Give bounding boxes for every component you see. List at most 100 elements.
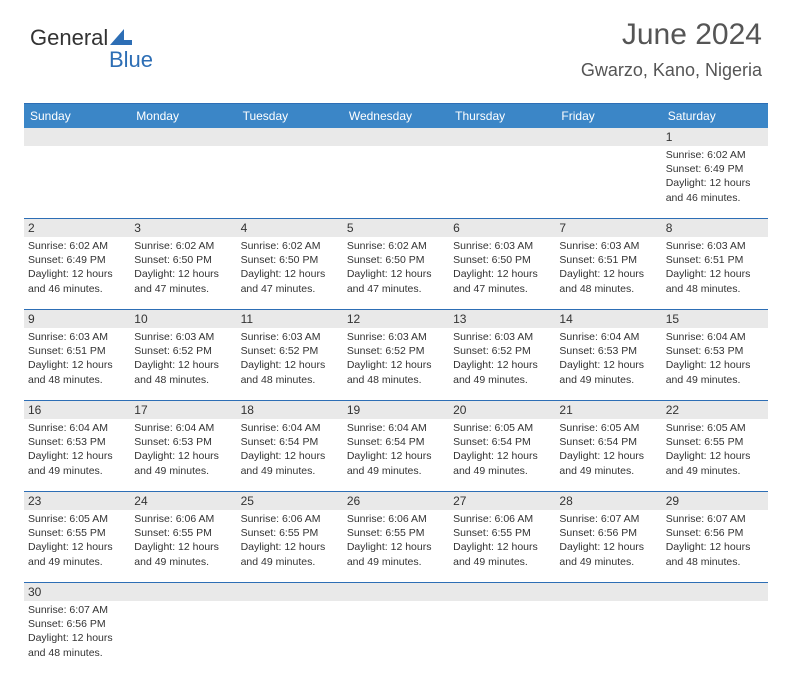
sunset-text: Sunset: 6:55 PM: [241, 526, 339, 540]
day-number: [237, 128, 343, 146]
weekday-header: Saturday: [662, 104, 768, 128]
day-number: 2: [24, 219, 130, 237]
daylight-text: and 46 minutes.: [28, 282, 126, 296]
sunrise-text: Sunrise: 6:03 AM: [666, 239, 764, 253]
day-number: 27: [449, 492, 555, 510]
day-cell: Sunrise: 6:02 AMSunset: 6:50 PMDaylight:…: [237, 237, 343, 309]
sunset-text: Sunset: 6:53 PM: [666, 344, 764, 358]
daylight-text: Daylight: 12 hours: [28, 631, 126, 645]
sunset-text: Sunset: 6:54 PM: [347, 435, 445, 449]
sunrise-text: Sunrise: 6:06 AM: [134, 512, 232, 526]
daylight-text: Daylight: 12 hours: [453, 267, 551, 281]
day-number: [662, 583, 768, 601]
sunrise-text: Sunrise: 6:05 AM: [666, 421, 764, 435]
day-cell: Sunrise: 6:03 AMSunset: 6:51 PMDaylight:…: [662, 237, 768, 309]
day-cell: [343, 146, 449, 218]
day-cell: Sunrise: 6:03 AMSunset: 6:52 PMDaylight:…: [237, 328, 343, 400]
day-number: 16: [24, 401, 130, 419]
logo: General Blue: [30, 25, 132, 62]
daylight-text: Daylight: 12 hours: [28, 358, 126, 372]
sunrise-text: Sunrise: 6:06 AM: [453, 512, 551, 526]
sunrise-text: Sunrise: 6:04 AM: [347, 421, 445, 435]
sunset-text: Sunset: 6:52 PM: [347, 344, 445, 358]
day-number: [449, 583, 555, 601]
day-cell: Sunrise: 6:06 AMSunset: 6:55 PMDaylight:…: [130, 510, 236, 582]
sunrise-text: Sunrise: 6:05 AM: [559, 421, 657, 435]
daylight-text: and 47 minutes.: [347, 282, 445, 296]
daylight-text: and 49 minutes.: [241, 555, 339, 569]
day-number: 24: [130, 492, 236, 510]
daylight-text: Daylight: 12 hours: [453, 358, 551, 372]
day-number: 4: [237, 219, 343, 237]
day-cell: [24, 146, 130, 218]
day-number: [555, 583, 661, 601]
daylight-text: and 48 minutes.: [347, 373, 445, 387]
day-cell: [449, 146, 555, 218]
daylight-text: Daylight: 12 hours: [666, 540, 764, 554]
daylight-text: and 49 minutes.: [453, 555, 551, 569]
sunrise-text: Sunrise: 6:02 AM: [134, 239, 232, 253]
day-number-row: 23242526272829: [24, 492, 768, 510]
sunrise-text: Sunrise: 6:04 AM: [666, 330, 764, 344]
sunrise-text: Sunrise: 6:06 AM: [241, 512, 339, 526]
sunset-text: Sunset: 6:52 PM: [134, 344, 232, 358]
day-number-row: 2345678: [24, 219, 768, 237]
sunset-text: Sunset: 6:56 PM: [559, 526, 657, 540]
sunset-text: Sunset: 6:53 PM: [134, 435, 232, 449]
day-cell: Sunrise: 6:05 AMSunset: 6:54 PMDaylight:…: [449, 419, 555, 491]
sunrise-text: Sunrise: 6:03 AM: [559, 239, 657, 253]
sunrise-text: Sunrise: 6:06 AM: [347, 512, 445, 526]
sunset-text: Sunset: 6:55 PM: [28, 526, 126, 540]
sunset-text: Sunset: 6:55 PM: [453, 526, 551, 540]
sunset-text: Sunset: 6:54 PM: [241, 435, 339, 449]
weekday-header: Friday: [555, 104, 661, 128]
sunset-text: Sunset: 6:56 PM: [666, 526, 764, 540]
daylight-text: Daylight: 12 hours: [134, 449, 232, 463]
daylight-text: Daylight: 12 hours: [347, 449, 445, 463]
weekday-header: Wednesday: [343, 104, 449, 128]
daylight-text: and 49 minutes.: [559, 464, 657, 478]
sunset-text: Sunset: 6:52 PM: [241, 344, 339, 358]
daylight-text: Daylight: 12 hours: [559, 540, 657, 554]
location-text: Gwarzo, Kano, Nigeria: [581, 60, 762, 81]
daylight-text: and 48 minutes.: [559, 282, 657, 296]
daylight-text: and 48 minutes.: [241, 373, 339, 387]
sunrise-text: Sunrise: 6:03 AM: [453, 239, 551, 253]
logo-text-general: General: [30, 25, 108, 51]
day-cell: Sunrise: 6:03 AMSunset: 6:50 PMDaylight:…: [449, 237, 555, 309]
day-cell: [555, 146, 661, 218]
daylight-text: and 48 minutes.: [28, 373, 126, 387]
sunrise-text: Sunrise: 6:02 AM: [241, 239, 339, 253]
week-row: Sunrise: 6:02 AMSunset: 6:49 PMDaylight:…: [24, 146, 768, 219]
daylight-text: and 48 minutes.: [134, 373, 232, 387]
day-number: 1: [662, 128, 768, 146]
sunset-text: Sunset: 6:51 PM: [28, 344, 126, 358]
day-cell: Sunrise: 6:04 AMSunset: 6:53 PMDaylight:…: [662, 328, 768, 400]
logo-text-blue: Blue: [109, 47, 153, 73]
day-number: 30: [24, 583, 130, 601]
sunrise-text: Sunrise: 6:04 AM: [28, 421, 126, 435]
daylight-text: and 49 minutes.: [134, 555, 232, 569]
day-number: 9: [24, 310, 130, 328]
daylight-text: and 49 minutes.: [347, 464, 445, 478]
day-cell: Sunrise: 6:05 AMSunset: 6:54 PMDaylight:…: [555, 419, 661, 491]
weekday-header-row: SundayMondayTuesdayWednesdayThursdayFrid…: [24, 104, 768, 128]
day-number: 28: [555, 492, 661, 510]
sunrise-text: Sunrise: 6:03 AM: [134, 330, 232, 344]
daylight-text: Daylight: 12 hours: [559, 267, 657, 281]
day-cell: [130, 146, 236, 218]
day-number: 29: [662, 492, 768, 510]
day-number: 14: [555, 310, 661, 328]
day-cell: Sunrise: 6:06 AMSunset: 6:55 PMDaylight:…: [237, 510, 343, 582]
daylight-text: Daylight: 12 hours: [347, 267, 445, 281]
day-number-row: 16171819202122: [24, 401, 768, 419]
sunrise-text: Sunrise: 6:05 AM: [28, 512, 126, 526]
daylight-text: Daylight: 12 hours: [134, 358, 232, 372]
day-cell: Sunrise: 6:04 AMSunset: 6:53 PMDaylight:…: [130, 419, 236, 491]
daylight-text: Daylight: 12 hours: [347, 540, 445, 554]
day-number: 12: [343, 310, 449, 328]
sunset-text: Sunset: 6:49 PM: [28, 253, 126, 267]
day-cell: Sunrise: 6:04 AMSunset: 6:54 PMDaylight:…: [343, 419, 449, 491]
sunset-text: Sunset: 6:51 PM: [666, 253, 764, 267]
day-number-row: 1: [24, 128, 768, 146]
